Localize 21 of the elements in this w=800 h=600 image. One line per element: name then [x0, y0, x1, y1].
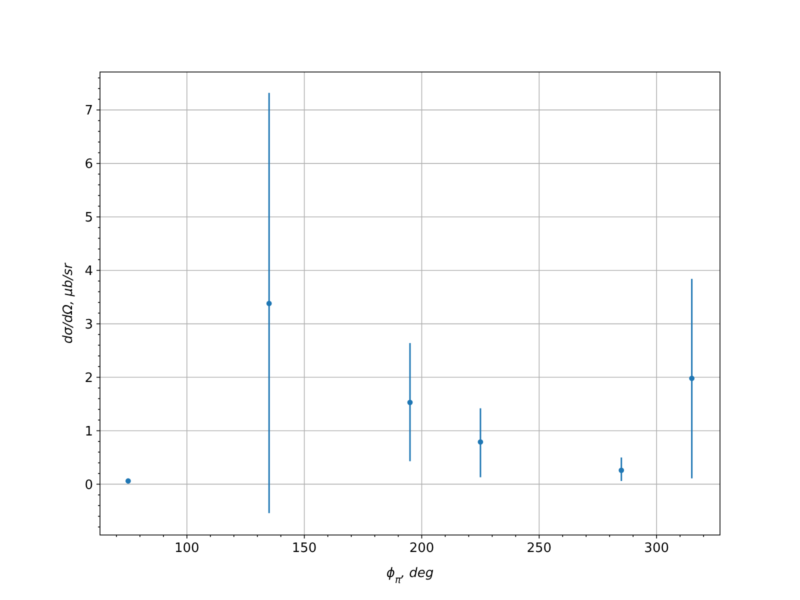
- point: [125, 478, 131, 484]
- point: [618, 468, 624, 474]
- x-axis-title: ϕ$_{π}$, deg: [386, 566, 434, 586]
- y-tick-label: 4: [84, 264, 93, 279]
- y-tick-label: 3: [84, 317, 93, 332]
- y-tick-label: 5: [84, 210, 93, 226]
- point: [266, 300, 272, 306]
- y-tick-label: 2: [84, 370, 93, 386]
- y-tick-label: 7: [84, 104, 93, 119]
- y-axis-title: dσ/dΩ, μb/sr: [61, 262, 76, 344]
- y-tick-label: 6: [84, 156, 93, 172]
- x-tick-label: 200: [409, 541, 434, 556]
- y-tick-label: 1: [84, 424, 93, 440]
- x-tick-label: 250: [526, 541, 552, 556]
- x-tick-label: 100: [174, 541, 200, 556]
- point: [689, 376, 695, 382]
- x-tick-label: 150: [292, 541, 317, 556]
- point: [478, 439, 484, 445]
- point: [407, 400, 413, 406]
- x-tick-label: 300: [644, 541, 670, 556]
- y-tick-label: 0: [84, 478, 93, 493]
